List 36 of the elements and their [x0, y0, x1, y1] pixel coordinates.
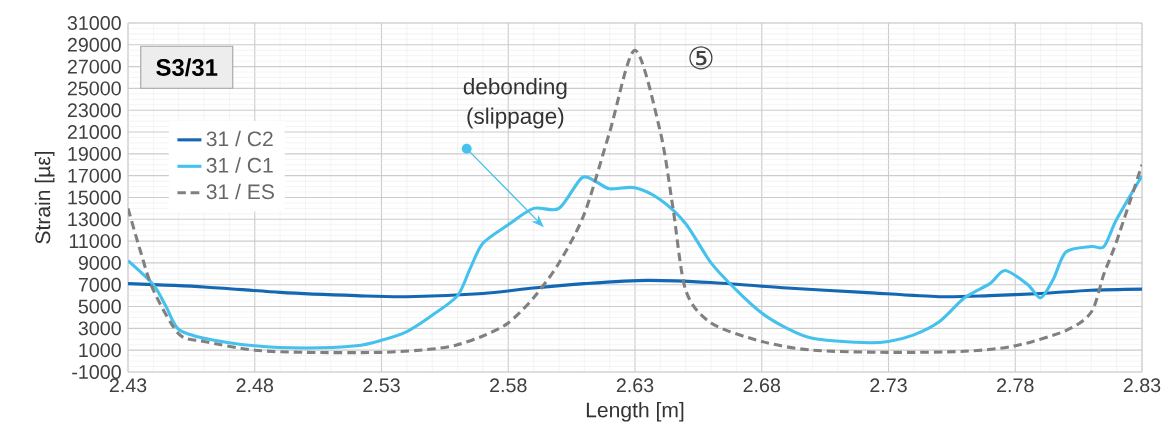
x-tick-label: 2.78: [997, 378, 1034, 393]
y-tick-label: 9000: [78, 255, 121, 270]
y-tick-label: 29000: [67, 37, 121, 52]
y-tick-label: 15000: [68, 190, 121, 205]
y-tick-label: 5000: [78, 299, 121, 314]
y-tick-label: 7000: [78, 277, 121, 292]
legend-label: 31 / C2: [206, 130, 273, 147]
y-tick-label: 27000: [67, 59, 121, 74]
y-tick-label: 13000: [68, 212, 121, 227]
y-tick-label: 11000: [69, 234, 121, 249]
y-tick-label: 21000: [67, 125, 121, 140]
annotation: debonding (slippage): [463, 78, 567, 129]
x-tick-label: 2.48: [236, 378, 274, 393]
y-tick-label: 19000: [68, 146, 121, 161]
x-tick-label: 2.43: [109, 378, 147, 393]
y-tick-label: 23000: [67, 103, 121, 118]
x-tick-label: 2.53: [363, 378, 400, 393]
legend-label: 31 / C1: [206, 157, 273, 173]
text: S3/31: [156, 58, 218, 77]
y-tick-label: 3000: [78, 321, 121, 336]
x-tick-label: 2.63: [616, 378, 654, 393]
y-tick-label: 25000: [67, 81, 121, 96]
y-axis-title: Strain [µε]: [34, 151, 55, 244]
legend-label: 31 / ES: [206, 183, 274, 200]
x-tick-label: 2.58: [490, 378, 527, 393]
y-tick-label: 17000: [68, 168, 121, 183]
x-tick-label: 2.83: [1123, 378, 1161, 393]
annotation: ⑤: [689, 46, 713, 70]
x-axis-title: Length [m]: [586, 401, 684, 422]
y-tick-label: 31000: [67, 16, 121, 30]
line-series: [128, 48, 1142, 355]
y-tick-label: -1000: [72, 365, 121, 379]
line-series: [128, 278, 1142, 299]
x-tick-label: 2.73: [870, 378, 907, 393]
x-tick-label: 2.68: [743, 378, 781, 393]
y-tick-label: 1000: [79, 343, 121, 358]
